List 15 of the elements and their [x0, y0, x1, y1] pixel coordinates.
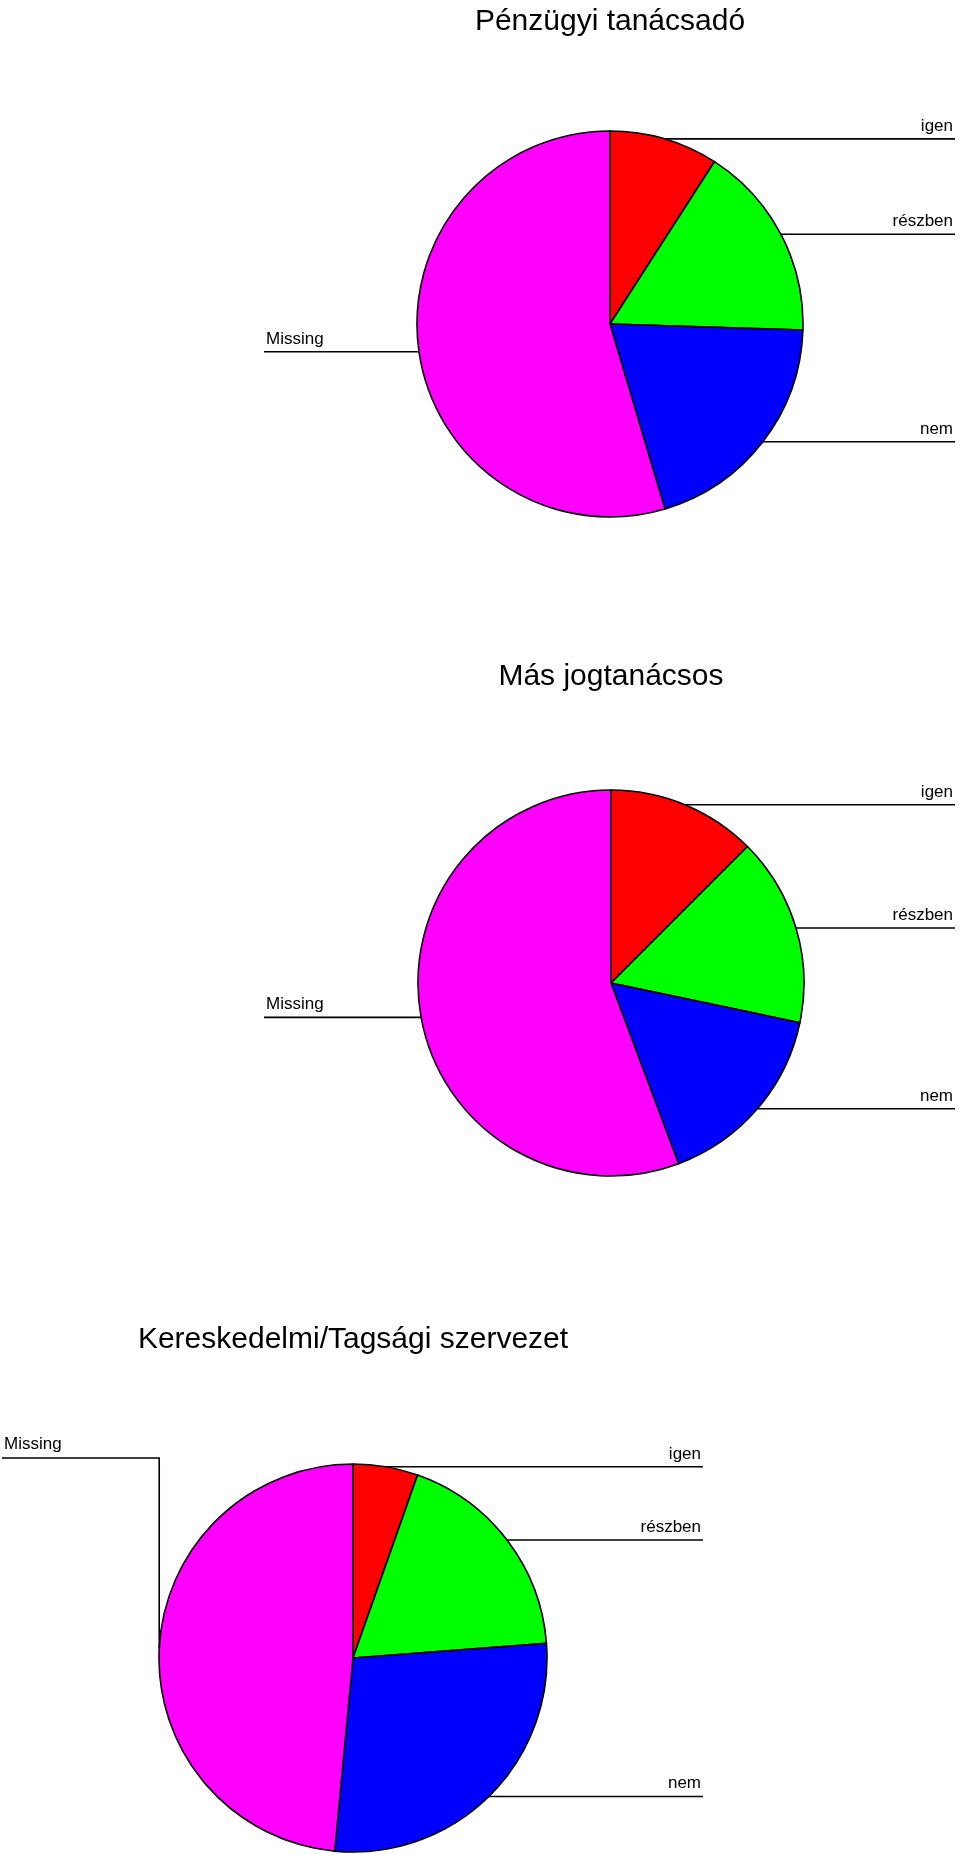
chart-title: Pénzügyi tanácsadó [474, 3, 746, 36]
chart-title: Más jogtanácsos [498, 658, 724, 691]
slice-label: nem [919, 418, 953, 438]
slice-label: részben [892, 211, 953, 231]
slice-label: Missing [266, 994, 324, 1014]
chart-title: Kereskedelmi/Tagsági szervezet [137, 1321, 569, 1354]
slice-label: részben [640, 1517, 701, 1537]
slice-label: igen [920, 115, 953, 135]
slice-label: nem [667, 1773, 701, 1793]
slice-label: Missing [4, 1434, 62, 1453]
slice-label: igen [668, 1443, 701, 1463]
slice-label: igen [920, 781, 953, 801]
slice-label: részben [892, 904, 953, 924]
slice-label: nem [919, 1085, 953, 1105]
slice-label: Missing [266, 328, 324, 348]
